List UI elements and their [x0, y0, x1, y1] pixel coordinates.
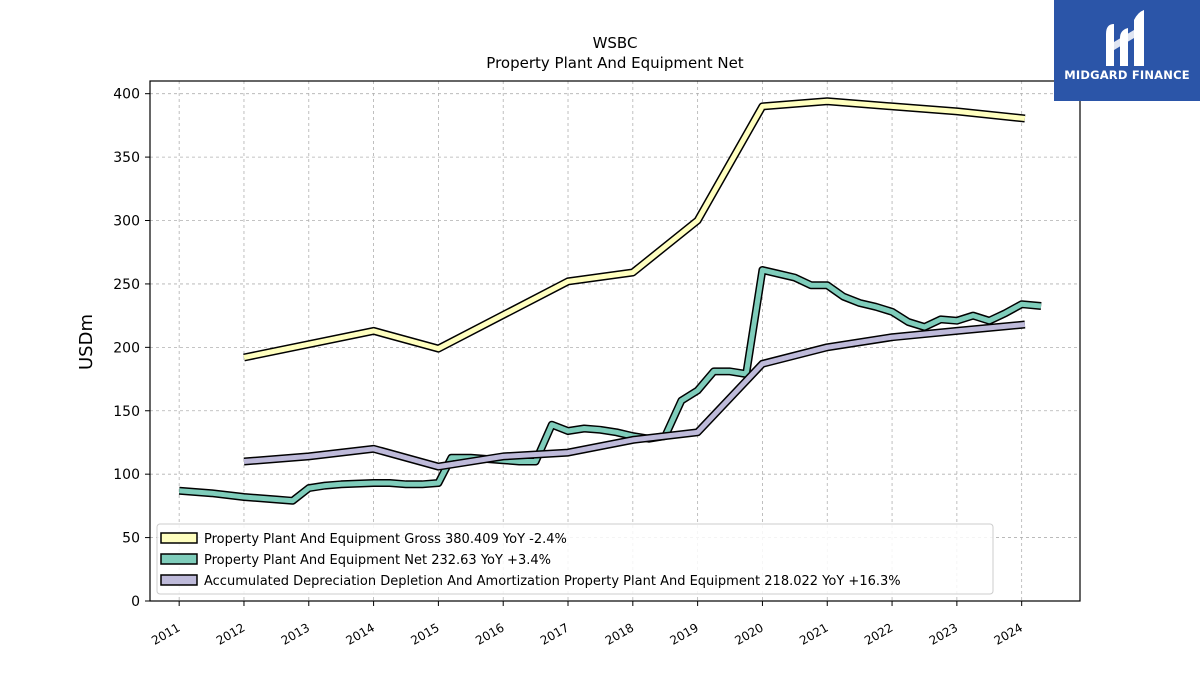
x-tick-label: 2020 — [732, 620, 765, 647]
x-tick-label: 2014 — [344, 620, 377, 647]
x-tick-label: 2016 — [473, 620, 506, 647]
legend-swatch — [160, 574, 198, 586]
series-line — [243, 322, 1026, 470]
chart-title: WSBC — [593, 34, 638, 52]
y-tick-label: 400 — [113, 87, 140, 103]
x-tick-label: 2022 — [862, 620, 895, 647]
x-tick-label: 2019 — [668, 620, 701, 647]
x-tick-label: 2021 — [797, 620, 830, 647]
y-tick-label: 200 — [113, 340, 140, 356]
y-tick-label: 100 — [113, 467, 140, 483]
x-tick-label: 2017 — [538, 620, 571, 647]
legend-label: Property Plant And Equipment Net 232.63 … — [204, 553, 551, 568]
x-tick-label: 2013 — [279, 620, 312, 647]
series-group — [178, 97, 1042, 505]
legend-label: Accumulated Depreciation Depletion And A… — [204, 574, 901, 589]
series-line — [243, 98, 1026, 360]
logo-text: MIDGARD FINANCE — [1064, 68, 1190, 82]
legend-swatch — [160, 553, 198, 565]
plot-frame — [149, 80, 1081, 602]
chart-subtitle: Property Plant And Equipment Net — [486, 54, 743, 72]
x-tick-label: 2023 — [927, 620, 960, 647]
midgard-finance-logo: MIDGARD FINANCE — [1054, 0, 1200, 101]
x-tick-label: 2011 — [149, 620, 182, 647]
legend-swatch — [160, 532, 198, 544]
x-tick-label: 2015 — [408, 620, 441, 647]
legend-label: Property Plant And Equipment Gross 380.4… — [204, 532, 567, 547]
midgard-logo-icon — [1106, 10, 1144, 66]
y-tick-label: 150 — [113, 404, 140, 420]
legend: Property Plant And Equipment Gross 380.4… — [156, 523, 994, 595]
x-tick-label: 2012 — [214, 620, 247, 647]
grid — [150, 81, 1080, 602]
series-line-outline — [243, 320, 1026, 471]
y-axis-label: USDm — [76, 314, 97, 370]
y-tick-label: 300 — [113, 214, 140, 230]
legend-box — [156, 523, 994, 595]
y-tick-label: 250 — [113, 277, 140, 293]
y-tick-label: 50 — [122, 531, 140, 547]
y-tick-label: 0 — [131, 594, 140, 610]
x-tick-label: 2018 — [603, 620, 636, 647]
x-tick-label: 2024 — [992, 620, 1025, 647]
y-tick-label: 350 — [113, 150, 140, 166]
